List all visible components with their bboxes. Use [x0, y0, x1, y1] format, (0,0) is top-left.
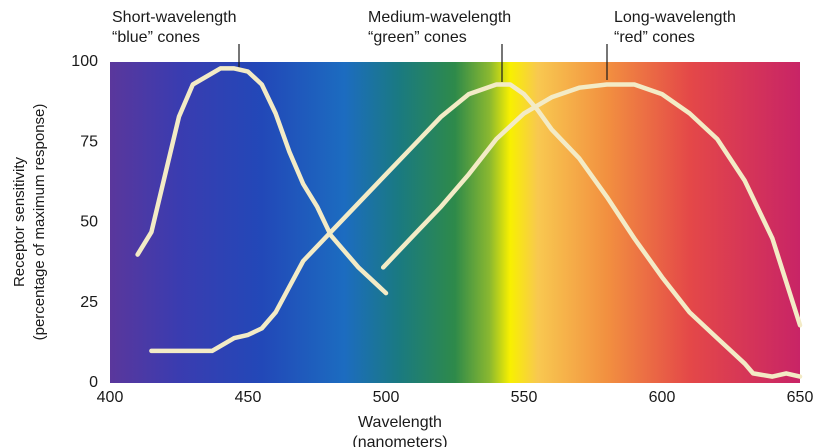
annotation: “green” cones: [368, 29, 467, 46]
y-tick-label: 25: [80, 294, 98, 311]
x-tick-label: 500: [373, 389, 400, 406]
y-tick-label: 50: [80, 214, 98, 231]
x-tick-label: 400: [97, 389, 124, 406]
y-axis-title: (percentage of maximum response): [31, 104, 48, 341]
y-tick-label: 0: [89, 374, 98, 391]
annotation: “blue” cones: [112, 29, 200, 46]
annotation: “red” cones: [614, 29, 695, 46]
cone-curve: [380, 82, 803, 328]
annotation: Short-wavelength: [112, 9, 237, 26]
y-tick-label: 100: [71, 53, 98, 70]
x-axis-title: Wavelength: [358, 414, 442, 431]
x-tick-label: 600: [649, 389, 676, 406]
leader-lines: [238, 44, 608, 82]
x-axis-title: (nanometers): [352, 434, 447, 447]
spectrum-background: [110, 62, 800, 383]
y-axis-title: Receptor sensitivity: [11, 156, 28, 287]
x-tick-label: 550: [511, 389, 538, 406]
y-tick-label: 75: [80, 133, 98, 150]
cone-curve: [135, 66, 389, 296]
x-tick-label: 650: [787, 389, 814, 406]
annotation: Long-wavelength: [614, 9, 736, 26]
x-tick-label: 450: [235, 389, 262, 406]
annotation: Medium-wavelength: [368, 9, 511, 26]
cone-curve: [149, 82, 803, 379]
